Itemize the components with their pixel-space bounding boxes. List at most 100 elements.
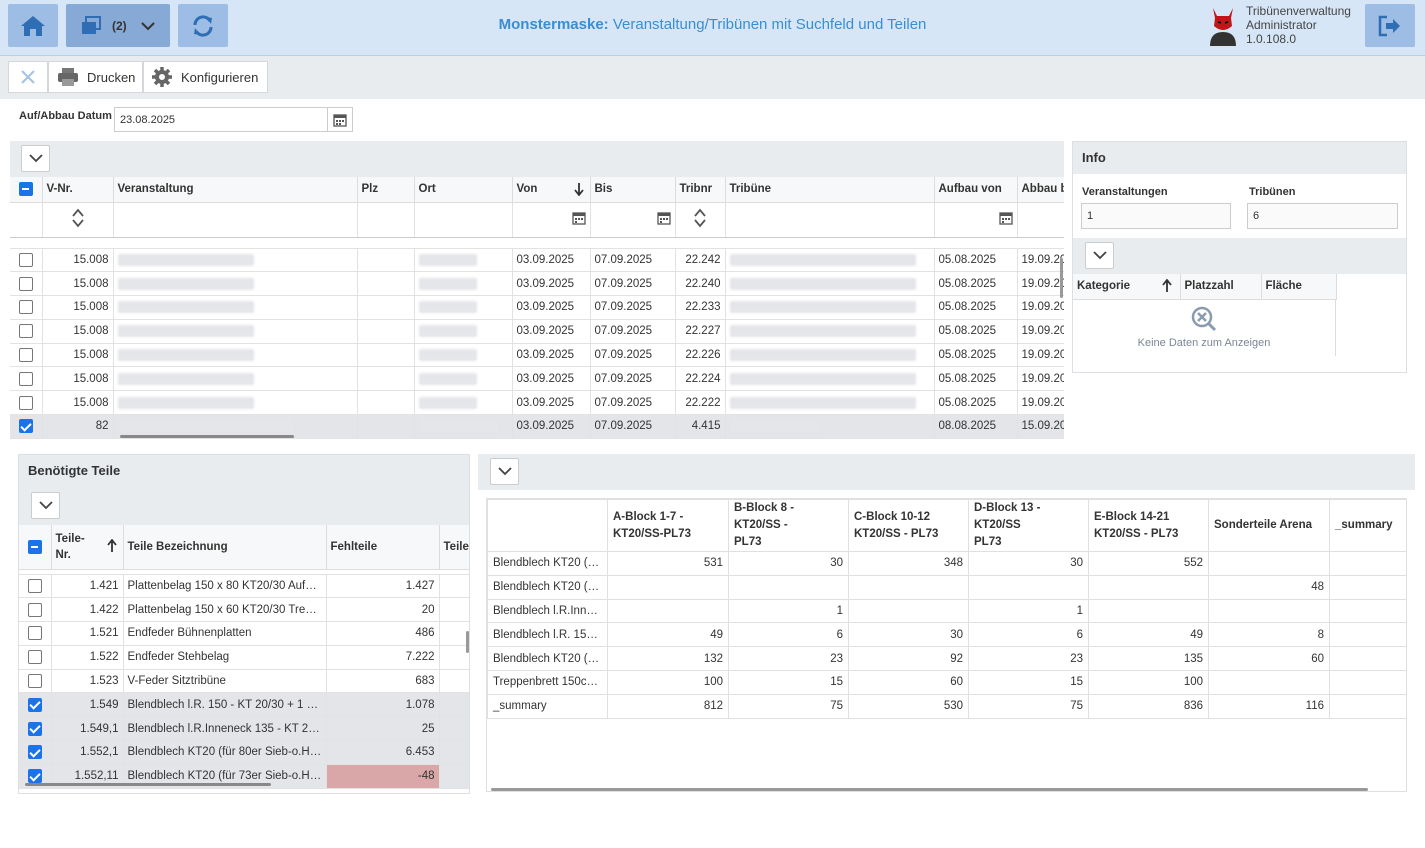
info-veranstaltungen-field[interactable]: 1 bbox=[1081, 203, 1231, 229]
event-row[interactable]: 15.008 03.09.2025 07.09.2025 22.226 05.08.20… bbox=[10, 343, 1064, 368]
parts-horizontal-scrollbar[interactable] bbox=[25, 783, 271, 786]
col-flaeche[interactable]: Fläche bbox=[1261, 274, 1337, 300]
row-checkbox[interactable] bbox=[19, 692, 52, 718]
row-checkbox[interactable] bbox=[10, 343, 43, 368]
col-fehlteile[interactable]: Fehlteile bbox=[326, 525, 440, 570]
cell-von: 03.09.2025 bbox=[512, 271, 591, 297]
pivot-col-header[interactable]: _summary bbox=[1329, 499, 1406, 552]
configure-button[interactable]: Konfigurieren bbox=[143, 61, 268, 93]
row-checkbox[interactable] bbox=[10, 414, 43, 439]
pivot-horizontal-scrollbar[interactable] bbox=[491, 788, 1368, 791]
events-horizontal-scrollbar[interactable] bbox=[120, 435, 294, 438]
row-checkbox[interactable] bbox=[10, 271, 43, 297]
col-kategorie[interactable]: Kategorie bbox=[1073, 274, 1181, 300]
col-bis[interactable]: Bis bbox=[590, 177, 676, 203]
pivot-col-header[interactable]: A-Block 1-7 - KT20/SS-PL73 bbox=[607, 499, 729, 552]
row-checkbox[interactable] bbox=[10, 248, 43, 273]
col-ort[interactable]: Ort bbox=[414, 177, 513, 203]
part-row[interactable]: 1.522 Endfeder Stehbelag 7.222 bbox=[19, 645, 469, 670]
part-row[interactable]: 1.549 Blendblech l.R. 150 - KT 20/30 + 1 … bbox=[19, 692, 469, 718]
event-row[interactable]: 15.008 03.09.2025 07.09.2025 22.224 05.08.20… bbox=[10, 366, 1064, 392]
home-button[interactable] bbox=[8, 4, 58, 47]
pivot-col-header[interactable]: E-Block 14-21 KT20/SS - PL73 bbox=[1088, 499, 1209, 552]
col-veranstaltung[interactable]: Veranstaltung bbox=[113, 177, 358, 203]
print-button[interactable]: Drucken bbox=[48, 61, 143, 93]
tribnr-sort-filter-icon[interactable] bbox=[675, 202, 726, 238]
pivot-cell bbox=[848, 598, 969, 624]
calendar-icon[interactable] bbox=[327, 108, 352, 131]
row-checkbox[interactable] bbox=[10, 366, 43, 392]
event-row[interactable]: 15.008 03.09.2025 07.09.2025 22.222 05.08.20… bbox=[10, 390, 1064, 416]
veranstaltung-filter[interactable] bbox=[113, 202, 358, 238]
von-calendar-icon[interactable] bbox=[512, 202, 591, 238]
cell-von: 03.09.2025 bbox=[512, 390, 591, 416]
events-vertical-scrollbar[interactable] bbox=[1060, 258, 1063, 298]
abbau-filter[interactable] bbox=[1017, 202, 1064, 238]
part-row[interactable]: 1.521 Endfeder Bühnenplatten 486 bbox=[19, 621, 469, 646]
col-platzzahl[interactable]: Platzzahl bbox=[1180, 274, 1262, 300]
pivot-col-header[interactable]: B-Block 8 - KT20/SS - PL73 bbox=[728, 499, 849, 552]
row-checkbox[interactable] bbox=[19, 597, 52, 623]
sort-asc-icon bbox=[106, 539, 117, 552]
chevron-down-icon bbox=[1092, 251, 1107, 260]
close-button[interactable] bbox=[8, 61, 48, 93]
windows-dropdown[interactable]: (2) bbox=[66, 4, 170, 47]
event-row[interactable]: 15.008 03.09.2025 07.09.2025 22.227 05.08.20… bbox=[10, 319, 1064, 344]
col-abbau[interactable]: Abbau b bbox=[1017, 177, 1064, 203]
event-row[interactable]: 15.008 03.09.2025 07.09.2025 22.240 05.08.20… bbox=[10, 271, 1064, 297]
event-row[interactable]: 15.008 03.09.2025 07.09.2025 22.233 05.08.20… bbox=[10, 295, 1064, 320]
col-aufbau[interactable]: Aufbau von bbox=[934, 177, 1018, 203]
col-tribuene[interactable]: Tribüne bbox=[725, 177, 935, 203]
bis-calendar-icon[interactable] bbox=[590, 202, 676, 238]
row-checkbox[interactable] bbox=[10, 319, 43, 344]
part-row[interactable]: 1.421 Plattenbelag 150 x 80 KT20/30 Aufga… bbox=[19, 574, 469, 599]
col-teile[interactable]: Teile bbox=[439, 525, 469, 570]
part-row[interactable]: 1.523 V-Feder Sitztribüne 683 bbox=[19, 669, 469, 694]
refresh-button[interactable] bbox=[178, 4, 228, 47]
col-von[interactable]: Von bbox=[512, 177, 591, 203]
row-checkbox[interactable] bbox=[19, 716, 52, 742]
pivot-toolbar bbox=[478, 454, 1415, 490]
row-checkbox[interactable] bbox=[10, 295, 43, 320]
pivot-col-header[interactable]: Sonderteile Arena bbox=[1208, 499, 1330, 552]
select-all-checkbox[interactable] bbox=[10, 177, 43, 203]
ort-filter[interactable] bbox=[414, 202, 513, 238]
row-checkbox[interactable] bbox=[19, 669, 52, 694]
pivot-col-header[interactable]: D-Block 13 - KT20/SS PL73 bbox=[968, 499, 1089, 552]
row-checkbox[interactable] bbox=[19, 621, 52, 646]
cell-plz bbox=[357, 414, 415, 439]
logout-button[interactable] bbox=[1365, 4, 1415, 47]
pivot-collapse-button[interactable] bbox=[490, 458, 519, 485]
parts-vertical-scrollbar[interactable] bbox=[466, 631, 469, 653]
col-teile-bezeichnung[interactable]: Teile Bezeichnung bbox=[123, 525, 327, 570]
events-collapse-button[interactable] bbox=[21, 145, 50, 172]
date-filter-input[interactable]: 23.08.2025 bbox=[114, 107, 353, 132]
parts-select-all-checkbox[interactable] bbox=[19, 525, 52, 570]
part-row[interactable]: 1.549,1 Blendblech l.R.Inneneck 135 - KT … bbox=[19, 716, 469, 742]
part-row[interactable]: 1.552,1 Blendblech KT20 (für 80er Sieb-o.… bbox=[19, 740, 469, 765]
col-teile-nr[interactable]: Teile- Nr. bbox=[51, 525, 124, 570]
cell-fehlteile: 25 bbox=[326, 716, 440, 742]
col-vnr[interactable]: V-Nr. bbox=[42, 177, 114, 203]
tribuene-filter[interactable] bbox=[725, 202, 935, 238]
parts-grid-toolbar bbox=[19, 487, 469, 525]
info-collapse-button[interactable] bbox=[1085, 242, 1114, 269]
vnr-sort-filter-icon[interactable] bbox=[42, 202, 114, 238]
event-row[interactable]: 15.008 03.09.2025 07.09.2025 22.242 05.08.20… bbox=[10, 248, 1064, 273]
event-row[interactable]: 82 03.09.2025 07.09.2025 4.415 08.08.2025 15.… bbox=[10, 414, 1064, 439]
cell-fehlteile: 1.078 bbox=[326, 692, 440, 718]
part-row[interactable]: 1.422 Plattenbelag 150 x 60 KT20/30 Trepp… bbox=[19, 597, 469, 623]
parts-collapse-button[interactable] bbox=[31, 492, 60, 519]
pivot-cell: 8 bbox=[1208, 622, 1330, 648]
aufbau-calendar-icon[interactable] bbox=[934, 202, 1018, 238]
row-checkbox[interactable] bbox=[19, 740, 52, 765]
row-checkbox[interactable] bbox=[19, 574, 52, 599]
row-checkbox[interactable] bbox=[10, 390, 43, 416]
part-row[interactable]: 1.552,11 Blendblech KT20 (für 73er Sieb-o… bbox=[19, 764, 469, 789]
row-checkbox[interactable] bbox=[19, 645, 52, 670]
plz-filter[interactable] bbox=[357, 202, 415, 238]
col-tribnr[interactable]: Tribnr bbox=[675, 177, 726, 203]
col-plz[interactable]: Plz bbox=[357, 177, 415, 203]
pivot-col-header[interactable]: C-Block 10-12 KT20/SS - PL73 bbox=[848, 499, 969, 552]
info-tribuenen-field[interactable]: 6 bbox=[1247, 203, 1398, 229]
